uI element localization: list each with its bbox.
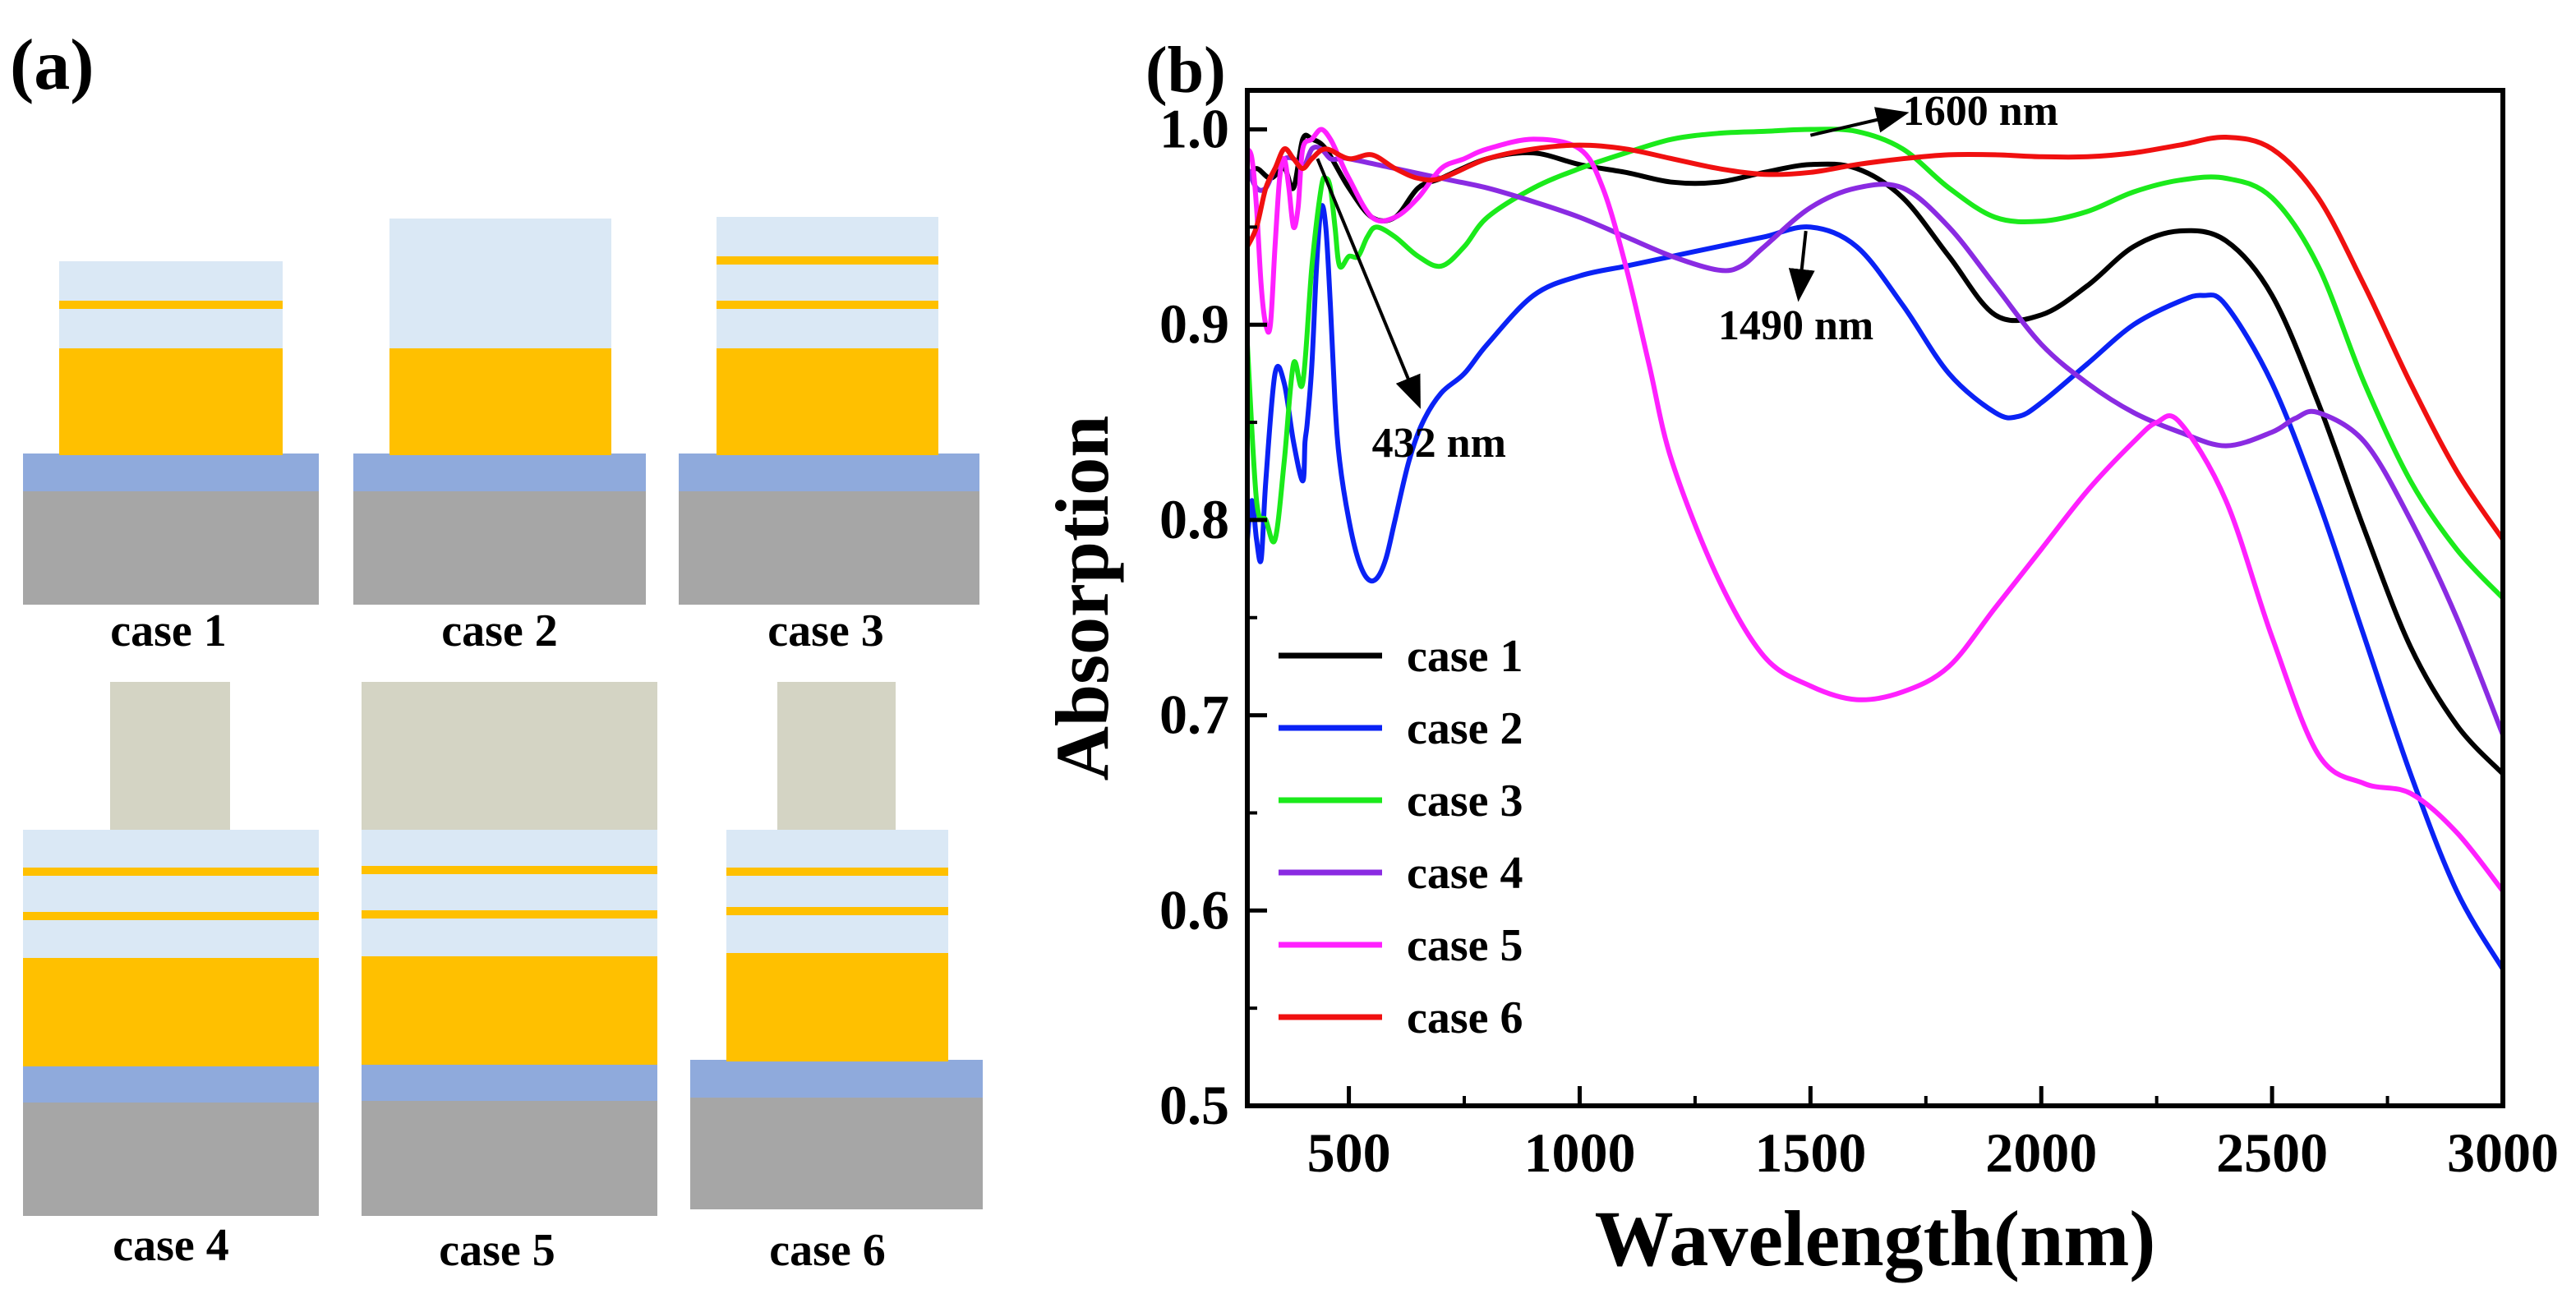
series-line-case-5: [1247, 127, 2503, 893]
metal-layer: [362, 956, 657, 1065]
plot-frame: [1245, 88, 2505, 1108]
series-line-case-6: [1247, 134, 2503, 541]
plot-content: [1247, 127, 2503, 971]
substrate: [353, 490, 646, 605]
annotation-label: 1490 nm: [1718, 302, 1873, 349]
series-line-case-2: [1247, 203, 2503, 971]
panel-b-chart: (b) 500 1000 1500 2000 2500 3000 0.5 0.6 0.7 0.8…: [1040, 35, 2559, 1282]
base-layer: [690, 1060, 983, 1098]
annotations: 1600 nm 1490 nm 432 nm: [1316, 88, 2058, 467]
metal-layer: [726, 953, 948, 1061]
substrate: [362, 1099, 657, 1216]
legend-label-case-6: case 6: [1407, 992, 1523, 1043]
metal-film-top: [362, 866, 657, 874]
panel-a-schematics: (a) case 1 case 2 case 3: [10, 25, 983, 1276]
annotation-arrow: [1788, 230, 1815, 302]
annotation-label: 432 nm: [1372, 420, 1506, 467]
substrate: [23, 1101, 319, 1216]
legend: case 1 case 2 case 3 case 4 case 5 case 6: [1279, 631, 1523, 1043]
case-1-label: case 1: [110, 605, 227, 656]
legend-label-case-3: case 3: [1407, 776, 1523, 826]
y-tick-label: 1.0: [1159, 98, 1229, 160]
case-3-label: case 3: [767, 605, 884, 656]
substrate: [679, 490, 979, 605]
metal-layer: [717, 348, 938, 455]
base-layer: [23, 454, 319, 491]
annotation-arrow: [1316, 158, 1421, 409]
series-line-case-4: [1247, 145, 2503, 736]
panel-a-label: (a): [10, 25, 94, 105]
metal-layer: [23, 958, 319, 1066]
schematic-case-2: case 2: [353, 219, 646, 656]
top-block: [110, 682, 230, 830]
x-axis-label: Wavelength(nm): [1595, 1195, 2156, 1282]
substrate: [23, 490, 319, 605]
metal-film-bottom: [717, 301, 938, 309]
schematic-case-3: case 3: [679, 217, 979, 656]
y-tick-label: 0.7: [1159, 684, 1229, 746]
x-tick-label: 1000: [1523, 1121, 1635, 1184]
x-tick-label: 2000: [1985, 1121, 2097, 1184]
dielectric-layer: [389, 219, 611, 348]
y-axis-label: Absorption: [1040, 416, 1124, 781]
metal-layer: [59, 348, 283, 455]
dielectric-layer: [362, 830, 657, 956]
panel-b-label: (b): [1145, 35, 1226, 107]
legend-label-case-1: case 1: [1407, 631, 1523, 682]
case-6-label: case 6: [769, 1225, 886, 1276]
case-5-label: case 5: [439, 1225, 555, 1276]
base-layer: [679, 454, 979, 491]
metal-film-bottom: [726, 907, 948, 915]
schematic-case-5: case 5: [362, 682, 657, 1276]
base-layer: [353, 454, 646, 491]
metal-film-bottom: [23, 912, 319, 920]
legend-label-case-5: case 5: [1407, 920, 1523, 971]
dielectric-layer: [726, 830, 948, 953]
y-tick-label: 0.5: [1159, 1074, 1229, 1136]
x-tick-label: 1500: [1754, 1121, 1866, 1184]
metal-film-top: [717, 256, 938, 265]
substrate: [690, 1096, 983, 1209]
y-axis-ticks: 0.5 0.6 0.7 0.8 0.9 1.0: [1159, 98, 1267, 1136]
case-4-label: case 4: [113, 1220, 229, 1271]
annotation-label: 1600 nm: [1903, 88, 2058, 135]
metal-layer: [389, 348, 611, 455]
top-block: [362, 682, 657, 830]
series-line-case-3: [1247, 127, 2503, 601]
schematic-case-6: case 6: [690, 682, 983, 1276]
y-tick-label: 0.6: [1159, 878, 1229, 941]
metal-film-top: [23, 868, 319, 876]
x-tick-label: 2500: [2216, 1121, 2328, 1184]
annotation-arrow: [1809, 107, 1910, 137]
top-block: [777, 682, 896, 830]
schematic-case-4: case 4: [23, 682, 319, 1271]
x-axis-ticks: 500 1000 1500 2000 2500 3000: [1307, 1086, 2559, 1184]
metal-film: [59, 301, 283, 309]
x-tick-label: 500: [1307, 1121, 1391, 1184]
metal-film-top: [726, 868, 948, 876]
y-tick-label: 0.9: [1159, 292, 1229, 355]
dielectric-layer: [23, 830, 319, 958]
legend-label-case-2: case 2: [1407, 703, 1523, 754]
schematic-case-1: case 1: [23, 261, 319, 656]
base-layer: [23, 1065, 319, 1103]
x-tick-label: 3000: [2447, 1121, 2559, 1184]
dielectric-layer: [717, 217, 938, 348]
case-2-label: case 2: [441, 605, 558, 656]
y-tick-label: 0.8: [1159, 488, 1229, 550]
base-layer: [362, 1063, 657, 1101]
metal-film-bottom: [362, 910, 657, 919]
legend-label-case-4: case 4: [1407, 848, 1523, 899]
